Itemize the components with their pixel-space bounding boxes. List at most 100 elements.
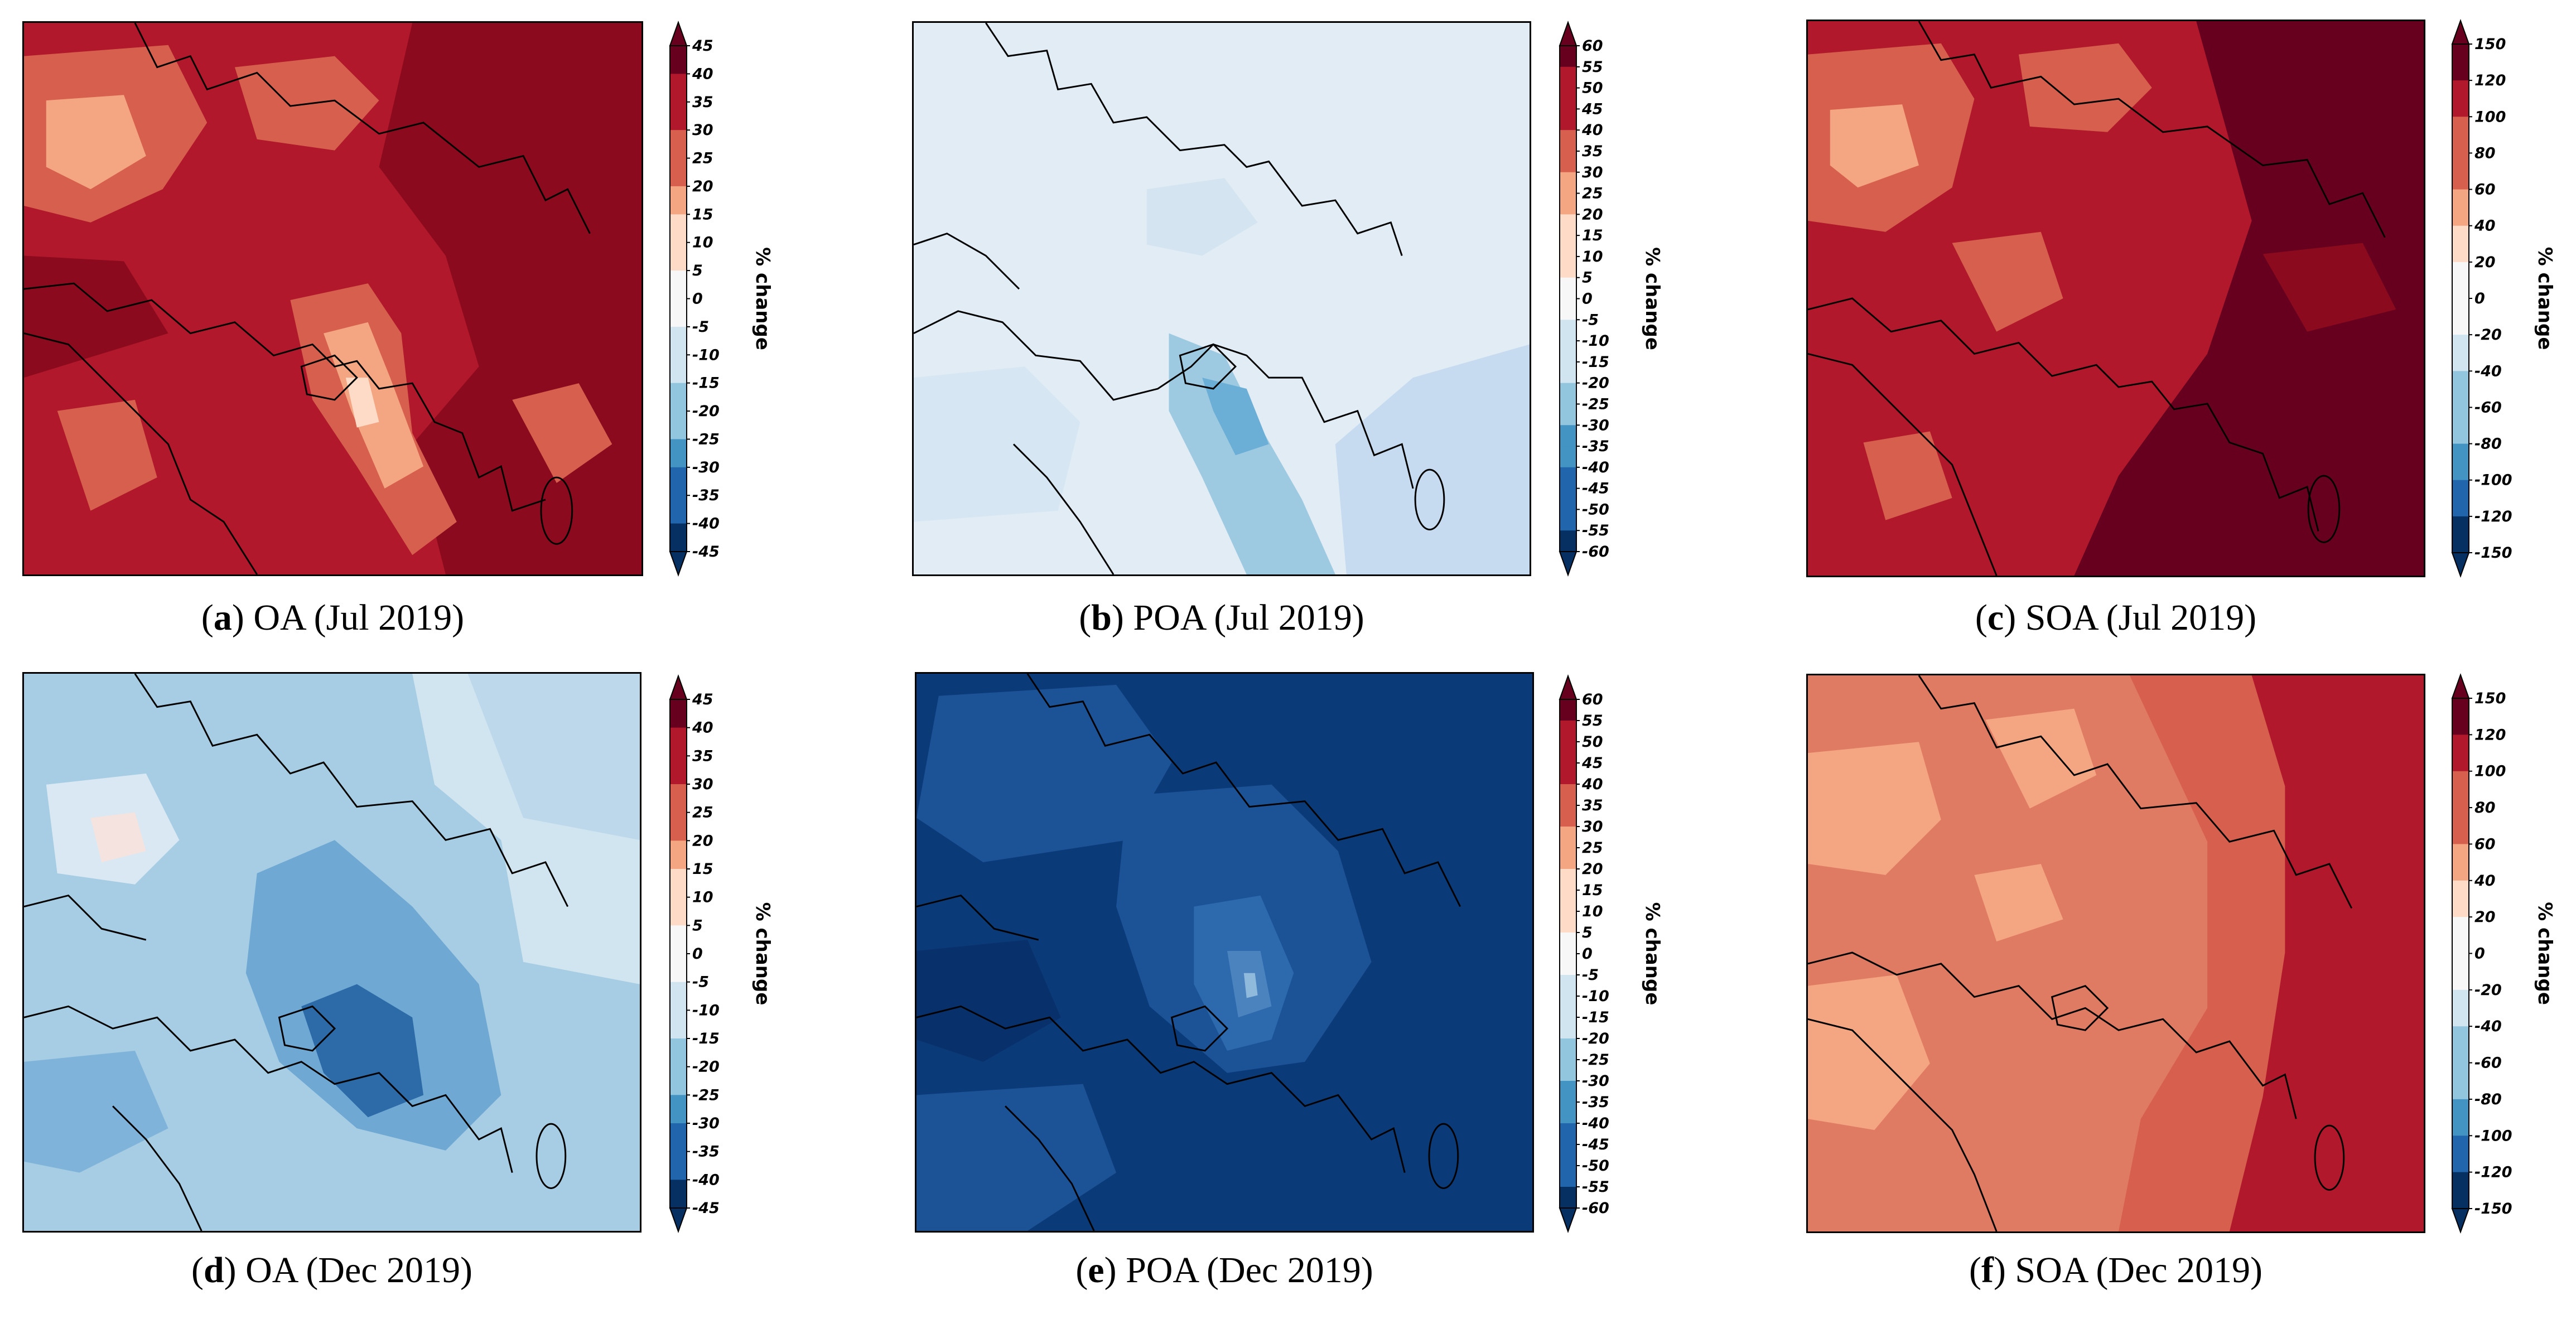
colorbar-tick-label: -5 (692, 318, 709, 336)
colorbar-segment (1560, 805, 1576, 827)
caption-c: (c) SOA (Jul 2019) (1975, 597, 2257, 638)
colorbar-max-arrow (669, 674, 688, 700)
colorbar-segment (2452, 443, 2469, 481)
colorbar-segment (1560, 933, 1576, 954)
colorbar-tick-label: 45 (1581, 100, 1603, 118)
colorbar-max-arrow (669, 21, 688, 46)
map-d (22, 672, 641, 1233)
colorbar-segment (1560, 172, 1576, 194)
colorbar-d: 45 40 35 30 25 20 15 10 5 0 -5 -10 -15 -20 -25 -30 -35 -4… (661, 674, 774, 1233)
colorbar-max-arrow (2451, 19, 2470, 45)
colorbar-tick-label: 10 (1582, 903, 1603, 920)
colorbar-segment (2452, 1099, 2469, 1136)
colorbar-tick-label: 10 (692, 234, 713, 252)
colorbar-tick-label: -10 (1582, 332, 1609, 350)
colorbar-tick-label: 40 (692, 65, 713, 83)
colorbar-tick-label: 150 (2474, 36, 2506, 53)
colorbar-min-arrow (2451, 552, 2470, 578)
colorbar-tick-label: 40 (2474, 872, 2496, 890)
colorbar-f: 150 120 100 80 60 40 20 0 -20 -40 -60 -80 -100 -120 -1… (2443, 673, 2556, 1234)
colorbar-svg-d: 45 40 35 30 25 20 15 10 5 0 -5 -10 -15 -20 -25 -30 -35 -4… (669, 674, 774, 1233)
colorbar-tick-label: 150 (2474, 690, 2506, 707)
colorbar-tick-label: -30 (692, 1115, 720, 1132)
colorbar-segment (2452, 808, 2469, 844)
colorbar-segment (1560, 954, 1576, 975)
colorbar-a: 45 40 35 30 25 20 15 10 5 0 -5 -10 -15 -20 -25 -30 -35 -4… (661, 21, 774, 577)
caption-text-f: SOA (Dec 2019) (2005, 1250, 2263, 1291)
colorbar-tick-label: 40 (1581, 776, 1603, 793)
colorbar-tick-label: -35 (1582, 438, 1609, 455)
colorbar-segment (1560, 46, 1576, 67)
colorbar-tick-label: -20 (2474, 982, 2502, 999)
colorbar-segment (2452, 80, 2469, 117)
colorbar-tick-label: -40 (2474, 1018, 2502, 1035)
colorbar-tick-label: 15 (1582, 227, 1603, 244)
colorbar-segment (1560, 911, 1576, 933)
colorbar-segment (1560, 425, 1576, 447)
colorbar-tick-label: 5 (1582, 924, 1593, 941)
colorbar-segment (670, 130, 687, 159)
colorbar-tick-label: -35 (692, 487, 720, 504)
colorbar-tick-label: -20 (2474, 326, 2502, 344)
caption-text-b: POA (Jul 2019) (1123, 597, 1364, 638)
colorbar-segment (670, 1038, 687, 1067)
colorbar-segment (670, 355, 687, 384)
colorbar-tick-label: -45 (1582, 1136, 1609, 1153)
colorbar-segment (670, 1123, 687, 1152)
colorbar-tick-label: -30 (1582, 417, 1609, 434)
caption-letter-d: d (203, 1250, 224, 1291)
caption-text-d: OA (Dec 2019) (236, 1250, 473, 1291)
map-b (912, 21, 1531, 576)
colorbar-tick-label: -15 (692, 375, 720, 392)
colorbar-tick-label: 30 (1582, 164, 1603, 181)
colorbar-segment (1560, 763, 1576, 785)
colorbar-tick-label: -35 (1582, 1094, 1609, 1111)
colorbar-segment (670, 784, 687, 813)
colorbar-segment (1560, 109, 1576, 131)
colorbar-segment (2452, 880, 2469, 917)
caption-b: (b) POA (Jul 2019) (1079, 597, 1364, 638)
colorbar-tick-label: 40 (692, 719, 713, 737)
colorbar-tick-label: 20 (1582, 206, 1603, 223)
colorbar-segment (2452, 189, 2469, 226)
colorbar-segment (1560, 869, 1576, 891)
colorbar-segment (1560, 1017, 1576, 1039)
colorbar-segment (1560, 383, 1576, 404)
caption-e: (e) POA (Dec 2019) (1075, 1250, 1373, 1291)
colorbar-tick-label: 100 (2474, 108, 2506, 125)
map-f (1806, 674, 2425, 1233)
colorbar-segment (1560, 1060, 1576, 1081)
caption-letter-c: c (1987, 597, 2004, 638)
caption-text-a: OA (Jul 2019) (244, 597, 465, 638)
colorbar-segment (1560, 509, 1576, 531)
colorbar-segment (670, 74, 687, 103)
colorbar-tick-label: -20 (692, 403, 720, 420)
colorbar-segment (1560, 1102, 1576, 1124)
colorbar-svg-a: 45 40 35 30 25 20 15 10 5 0 -5 -10 -15 -20 -25 -30 -35 -4… (669, 21, 774, 577)
colorbar-tick-label: -25 (692, 1086, 720, 1104)
colorbar-tick-label: -150 (2474, 544, 2512, 562)
colorbar-segment (1560, 721, 1576, 742)
colorbar-segment (2452, 516, 2469, 553)
colorbar-segment (670, 954, 687, 983)
colorbar-tick-label: 10 (1582, 248, 1603, 265)
colorbar-segment (670, 467, 687, 496)
colorbar-max-arrow (1559, 674, 1578, 700)
colorbar-tick-label: -40 (692, 1171, 720, 1188)
colorbar-segment (670, 1180, 687, 1209)
colorbar-segment (670, 439, 687, 468)
colorbar-min-arrow (1559, 1207, 1578, 1233)
colorbar-segment (1560, 151, 1576, 173)
colorbar-min-arrow (2451, 1208, 2470, 1234)
colorbar-tick-label: -55 (1582, 1178, 1609, 1196)
colorbar-segment (2452, 480, 2469, 517)
colorbar-tick-label: -25 (1582, 395, 1609, 413)
colorbar-segment (1560, 361, 1576, 384)
colorbar-segment (2452, 1136, 2469, 1173)
colorbar-tick-label: 30 (692, 122, 713, 139)
colorbar-segment (2452, 1172, 2469, 1209)
colorbar-segment (1560, 446, 1576, 468)
colorbar-tick-label: -5 (1582, 967, 1599, 984)
colorbar-min-arrow (669, 551, 688, 577)
colorbar-tick-label: -10 (692, 1002, 720, 1019)
